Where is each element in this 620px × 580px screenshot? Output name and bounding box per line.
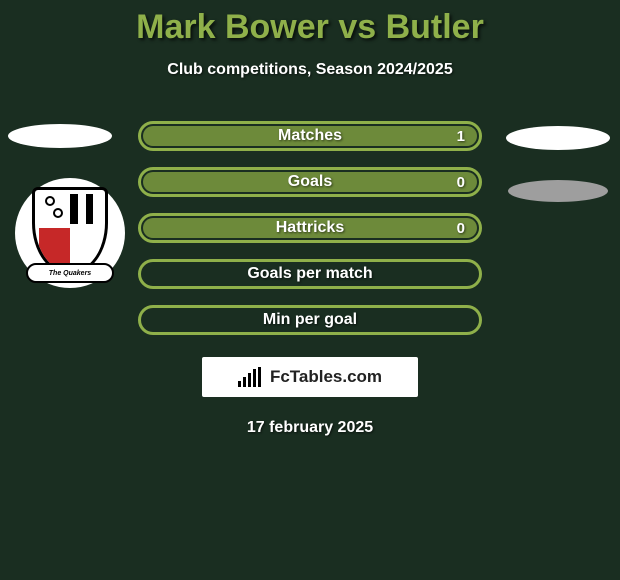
crest-banner: The Quakers <box>26 263 114 283</box>
brand-watermark: FcTables.com <box>202 357 418 397</box>
player-left-placeholder <box>8 124 112 148</box>
page-title: Mark Bower vs Butler <box>0 0 620 47</box>
stat-label: Matches <box>278 127 342 145</box>
player-right-placeholder <box>506 126 610 150</box>
stat-label: Min per goal <box>263 311 357 329</box>
stat-value: 1 <box>457 128 465 145</box>
shield-icon <box>32 187 108 275</box>
chart-icon <box>238 367 264 387</box>
stat-label: Goals <box>288 173 332 191</box>
club-left-crest: The Quakers <box>15 178 125 288</box>
stat-bar: Hattricks 0 <box>138 213 482 243</box>
stat-bar: Matches 1 <box>138 121 482 151</box>
stat-bar: Goals 0 <box>138 167 482 197</box>
stat-bar: Goals per match <box>138 259 482 289</box>
stat-label: Hattricks <box>276 219 344 237</box>
stat-bar: Min per goal <box>138 305 482 335</box>
stat-value: 0 <box>457 220 465 237</box>
club-right-placeholder <box>508 180 608 202</box>
page-subtitle: Club competitions, Season 2024/2025 <box>0 61 620 79</box>
brand-text: FcTables.com <box>270 367 382 387</box>
date-label: 17 february 2025 <box>0 419 620 437</box>
stat-label: Goals per match <box>247 265 372 283</box>
stat-value: 0 <box>457 174 465 191</box>
